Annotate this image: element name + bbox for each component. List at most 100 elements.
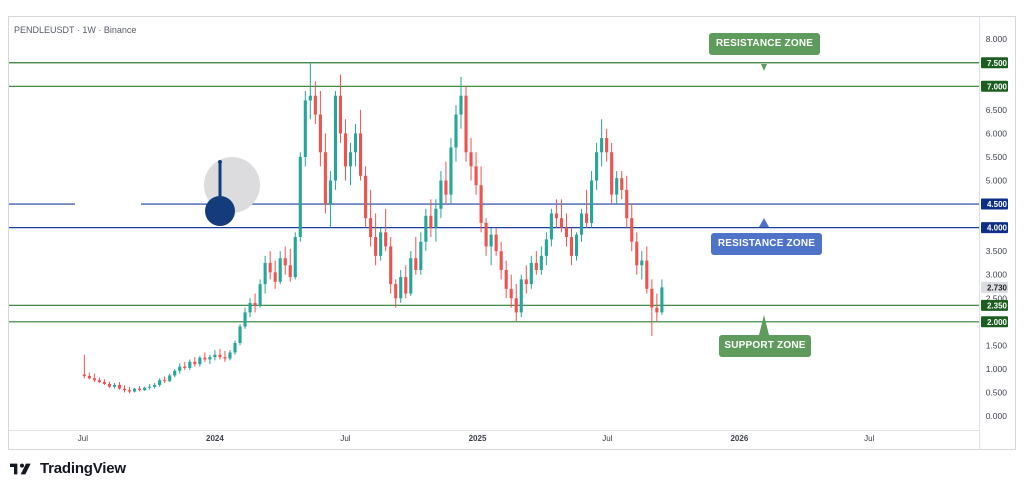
- candle-body-80: [484, 222, 488, 247]
- candle-body-96: [564, 227, 569, 238]
- support-zone-label[interactable]: SUPPORT ZONE: [719, 335, 811, 357]
- candle-body-34: [253, 302, 257, 306]
- candle-body-63: [399, 277, 403, 299]
- candle-body-90: [534, 262, 538, 270]
- candle-body-73: [449, 147, 453, 195]
- candle-body-22: [193, 361, 197, 365]
- candle-body-105: [610, 152, 614, 195]
- y-tick-label-0: 8.000: [986, 34, 1008, 44]
- candle-body-62: [394, 284, 398, 299]
- candle-body-59: [379, 232, 383, 256]
- candle-body-39: [278, 258, 282, 282]
- candle-body-31: [238, 326, 242, 343]
- candle-body-72: [444, 180, 448, 195]
- price-label-0: 7.500: [987, 59, 1008, 68]
- y-tick-label-2: 6.500: [986, 105, 1008, 115]
- candle-body-100: [584, 213, 589, 223]
- circle-drawing[interactable]: [204, 157, 260, 226]
- candle-body-13: [148, 386, 152, 388]
- candle-body-32: [243, 312, 247, 327]
- candle-body-107: [620, 178, 624, 190]
- candle-body-10: [132, 388, 137, 392]
- candle-body-12: [143, 387, 147, 391]
- candle-body-112: [645, 260, 649, 289]
- x-tick-label-1: 2024: [206, 434, 224, 443]
- candle-body-9: [127, 390, 132, 392]
- resistance-zone-label-mid[interactable]: RESISTANCE ZONE: [711, 233, 822, 255]
- candle-body-26: [213, 354, 217, 358]
- candle-body-91: [539, 255, 543, 270]
- candle-body-35: [258, 284, 262, 306]
- candle-body-108: [625, 189, 629, 219]
- x-tick-label-4: Jul: [602, 434, 612, 443]
- arrow-resistance-mid: [759, 218, 769, 227]
- candle-body-114: [655, 307, 659, 313]
- candle-body-74: [454, 114, 458, 148]
- candle-body-99: [579, 213, 584, 235]
- candle-body-89: [529, 262, 533, 285]
- candle-body-68: [424, 215, 428, 242]
- candle-body-65: [409, 258, 413, 294]
- price-label-bg-1: [981, 80, 1008, 92]
- candle-body-23: [198, 357, 202, 365]
- drawing-stem-knob: [218, 160, 222, 164]
- y-tick-label-8: 3.000: [986, 270, 1008, 280]
- candle-body-7: [117, 384, 122, 389]
- candle-body-25: [208, 357, 212, 360]
- candle-body-29: [228, 352, 232, 359]
- symbol-title: PENDLEUSDT · 1W · Binance: [14, 25, 137, 35]
- candle-body-36: [263, 262, 267, 285]
- candle-body-14: [153, 384, 157, 387]
- price-label-2: 4.500: [987, 200, 1008, 209]
- candles: [82, 62, 664, 394]
- candle-body-85: [509, 288, 513, 299]
- candle-body-11: [138, 388, 142, 391]
- candle-body-110: [635, 241, 639, 266]
- time-axis-divider: [9, 430, 979, 431]
- candle-body-19: [178, 366, 182, 371]
- candle-body-20: [183, 366, 187, 368]
- candle-body-69: [429, 215, 433, 228]
- candle-body-79: [479, 185, 483, 223]
- candle-body-64: [404, 277, 408, 294]
- arrow-support: [759, 315, 769, 335]
- candle-body-56: [364, 175, 368, 219]
- candle-body-40: [283, 258, 287, 266]
- x-tick-label-0: Jul: [78, 434, 88, 443]
- zone-arrows: [759, 64, 769, 335]
- candle-body-55: [358, 133, 363, 176]
- candle-body-101: [590, 180, 594, 223]
- candle-body-52: [343, 133, 348, 167]
- tradingview-brand[interactable]: TradingView: [10, 460, 126, 477]
- candle-body-17: [168, 375, 172, 382]
- candle-body-4: [102, 382, 106, 384]
- price-label-bg-4: [981, 281, 1008, 293]
- resistance-zone-label-top[interactable]: RESISTANCE ZONE: [709, 33, 820, 55]
- candle-body-81: [489, 234, 493, 247]
- candle-body-95: [559, 218, 563, 228]
- candle-body-86: [514, 298, 518, 313]
- candle-body-115: [660, 287, 664, 313]
- candle-body-18: [173, 370, 177, 376]
- candle-body-2: [92, 378, 96, 381]
- candle-body-61: [389, 246, 393, 285]
- y-tick-label-13: 0.000: [986, 411, 1008, 421]
- x-tick-label-6: Jul: [864, 434, 874, 443]
- candle-body-6: [112, 384, 117, 387]
- price-label-bg-3: [981, 222, 1008, 234]
- candle-body-43: [298, 156, 302, 238]
- candle-body-58: [374, 237, 378, 256]
- candle-body-97: [569, 237, 574, 256]
- price-label-3: 4.000: [987, 224, 1008, 233]
- time-axis[interactable]: Jul 2024 Jul 2025 Jul 2026 Jul: [78, 434, 875, 443]
- candle-body-77: [469, 152, 473, 167]
- candle-body-8: [122, 388, 127, 391]
- candle-body-27: [218, 354, 222, 358]
- price-label-5: 2.350: [987, 301, 1008, 310]
- y-tick-label-7: 3.500: [986, 246, 1008, 256]
- candle-body-0: [82, 374, 86, 376]
- tradingview-logo-icon: [10, 463, 31, 474]
- price-label-bg-5: [981, 299, 1008, 311]
- candle-body-5: [107, 383, 112, 387]
